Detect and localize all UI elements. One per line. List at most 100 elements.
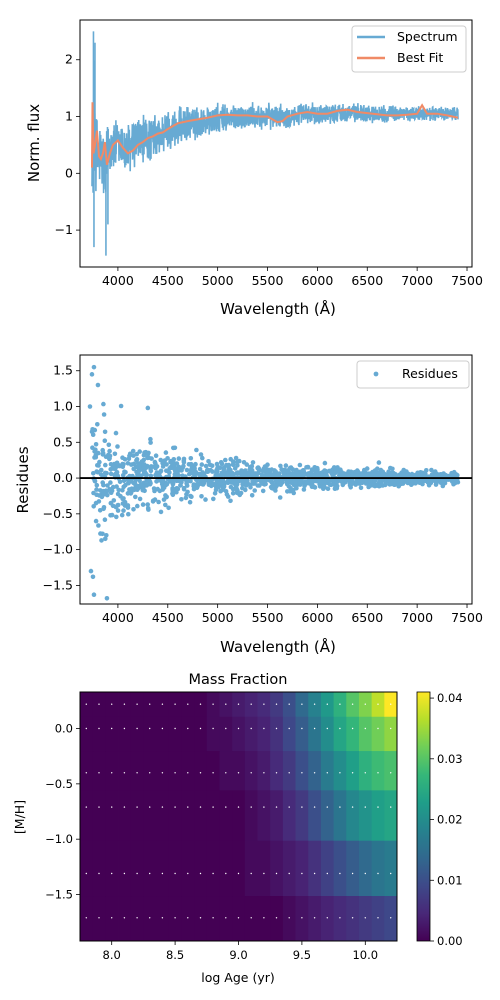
- heatmap-cell: [156, 895, 170, 942]
- residue-point: [191, 486, 197, 492]
- residue-point: [157, 488, 163, 494]
- residue-point: [118, 403, 124, 409]
- residues-ylabel: Residues: [14, 446, 32, 513]
- residue-point: [96, 523, 101, 528]
- grid-point: [111, 806, 113, 808]
- residue-point: [221, 469, 227, 475]
- grid-point: [136, 872, 138, 875]
- grid-point: [351, 703, 354, 705]
- residue-point: [181, 463, 186, 469]
- residue-point: [115, 508, 121, 513]
- residue-point: [103, 536, 108, 542]
- residue-point: [140, 502, 146, 507]
- residues-ytick-label: 0.0: [53, 470, 73, 485]
- residue-point: [120, 496, 125, 502]
- grid-point: [301, 727, 303, 730]
- residue-point: [380, 472, 386, 477]
- residue-point: [134, 484, 139, 489]
- residue-point: [371, 482, 376, 487]
- grid-point: [250, 872, 252, 875]
- residue-point: [246, 470, 252, 476]
- heatmap-cell: [244, 750, 258, 791]
- heatmap-cell: [346, 895, 360, 942]
- grid-point: [263, 727, 265, 730]
- grid-point: [85, 872, 88, 875]
- residue-point: [247, 482, 252, 487]
- colorbar-tick-label: 0.01: [437, 873, 463, 887]
- residue-point: [167, 466, 172, 471]
- heatmap-cell: [156, 789, 170, 841]
- residue-point: [145, 405, 151, 411]
- heatmap-cell: [308, 789, 322, 841]
- grid-point: [313, 772, 316, 774]
- residues-ytick-label: 0.5: [53, 434, 73, 449]
- residue-point: [173, 466, 178, 472]
- colorbar: 0.00 0.01 0.02 0.03 0.04: [416, 691, 463, 948]
- heatmap-cell: [219, 789, 233, 841]
- heatmap-cell: [358, 840, 373, 897]
- residue-point: [237, 491, 242, 497]
- residue-point: [217, 480, 223, 486]
- grid-point: [225, 806, 227, 808]
- grid-point: [149, 917, 151, 919]
- residue-point: [127, 473, 132, 479]
- heatmap-cell: [384, 716, 398, 752]
- residue-point: [94, 482, 100, 488]
- residue-point: [428, 480, 434, 486]
- heatmap-cell: [92, 750, 106, 791]
- grid-point: [275, 806, 278, 808]
- residue-point: [293, 484, 299, 489]
- residue-point: [95, 422, 100, 427]
- grid-point: [187, 772, 189, 774]
- heatmap-cell: [333, 895, 347, 942]
- grid-point: [136, 772, 138, 774]
- grid-point: [351, 917, 354, 919]
- grid-point: [377, 917, 379, 919]
- grid-point: [98, 917, 100, 919]
- residue-point: [255, 483, 261, 488]
- residue-point: [96, 493, 102, 498]
- residue-point: [193, 469, 199, 475]
- residue-point: [137, 496, 143, 502]
- grid-point: [212, 772, 214, 774]
- residue-point: [207, 480, 213, 485]
- heatmap-xtick-label: 9.5: [293, 948, 311, 962]
- heatmap-ytick-label: 0.0: [55, 722, 73, 736]
- spectrum-legend: Spectrum Best Fit: [351, 25, 467, 73]
- residue-point: [378, 467, 384, 473]
- grid-point: [377, 872, 379, 875]
- grid-point: [263, 772, 265, 774]
- grid-point: [161, 917, 164, 919]
- best-fit-line: [91, 102, 459, 168]
- residue-point: [101, 506, 106, 512]
- heatmap-cell: [206, 750, 220, 791]
- residue-point: [221, 484, 227, 489]
- grid-point: [85, 806, 88, 808]
- residue-point: [267, 472, 273, 477]
- grid-point: [237, 872, 240, 875]
- residue-point: [126, 511, 131, 517]
- colorbar-tick-label: 0.02: [437, 813, 463, 827]
- grid-point: [390, 872, 392, 875]
- residue-point: [339, 470, 345, 475]
- residue-point: [222, 480, 227, 486]
- residue-point: [228, 456, 233, 462]
- grid-point: [161, 703, 164, 705]
- heatmap-cell: [295, 895, 309, 942]
- residues-xtick-label: 7500: [451, 610, 483, 625]
- residue-point: [442, 479, 447, 484]
- colorbar-tick-label: 0.03: [437, 752, 463, 766]
- residue-point: [112, 451, 118, 457]
- residue-point: [104, 595, 110, 601]
- residues-xtick-label: 7000: [401, 610, 433, 625]
- residue-point: [148, 473, 154, 479]
- residue-point: [372, 478, 378, 484]
- residue-point: [174, 471, 179, 476]
- grid-point: [275, 772, 278, 774]
- residue-point: [119, 512, 125, 518]
- heatmap-cell: [194, 840, 208, 897]
- heatmap-cell: [257, 789, 271, 841]
- heatmap-cell: [282, 750, 296, 791]
- residue-point: [318, 471, 324, 477]
- grid-point: [174, 917, 176, 919]
